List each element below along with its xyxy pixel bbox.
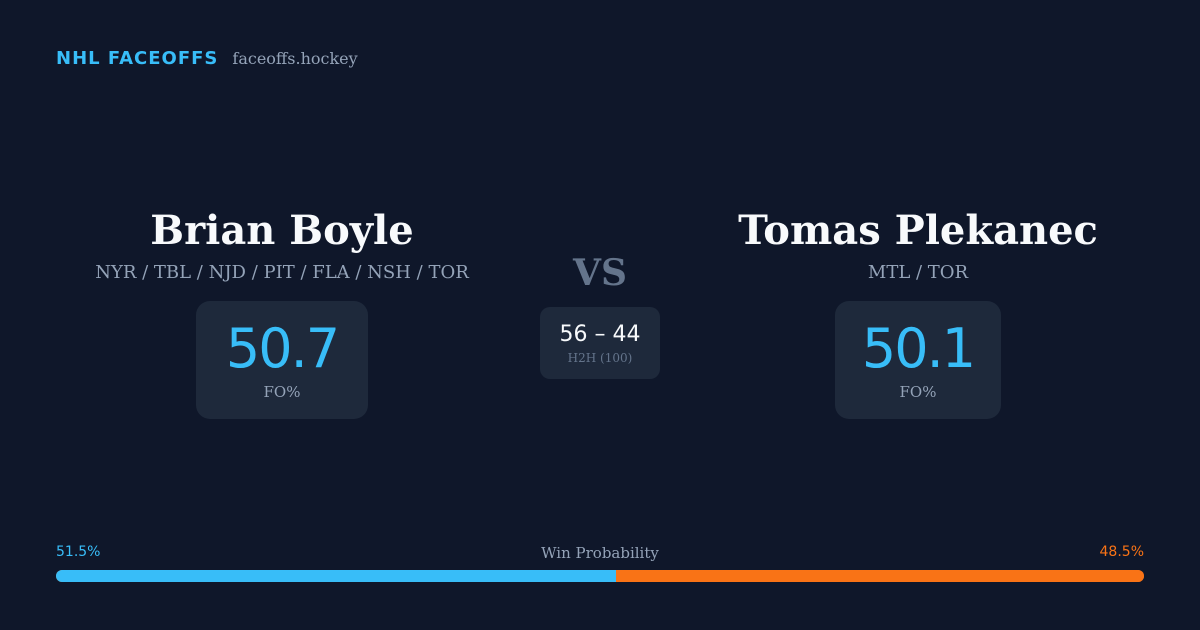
player-left-fo-value: 50.7 bbox=[225, 317, 340, 380]
h2h-label: H2H (100) bbox=[567, 350, 633, 365]
player-right-name: Tomas Plekanec bbox=[738, 207, 1098, 254]
player-right-fo-value: 50.1 bbox=[861, 317, 976, 380]
h2h-card: 56 – 44 H2H (100) bbox=[540, 307, 660, 379]
win-probability-bar bbox=[56, 570, 1144, 582]
versus-label: VS bbox=[573, 252, 627, 294]
h2h-score: 56 – 44 bbox=[559, 321, 641, 347]
player-left-fo-card: 50.7 FO% bbox=[196, 301, 368, 419]
brand-domain: faceoffs.hockey bbox=[232, 49, 358, 68]
player-right-fo-card: 50.1 FO% bbox=[835, 301, 1001, 419]
player-left-fo-label: FO% bbox=[263, 383, 301, 401]
brand-header: NHL FACEOFFS faceoffs.hockey bbox=[56, 48, 358, 69]
player-left-panel: Brian Boyle NYR / TBL / NJD / PIT / FLA … bbox=[62, 206, 502, 419]
win-probability-title: Win Probability bbox=[541, 544, 659, 562]
brand-name: NHL FACEOFFS bbox=[56, 48, 219, 69]
win-probability-bar-right bbox=[616, 570, 1144, 582]
player-right-fo-label: FO% bbox=[899, 383, 937, 401]
win-probability-right-value: 48.5% bbox=[1099, 544, 1144, 560]
player-left-name: Brian Boyle bbox=[150, 207, 414, 254]
player-right-panel: Tomas Plekanec MTL / TOR 50.1 FO% bbox=[698, 206, 1138, 419]
player-right-teams: MTL / TOR bbox=[867, 262, 969, 283]
win-probability-labels: 51.5% Win Probability 48.5% bbox=[56, 544, 1144, 562]
win-probability-left-value: 51.5% bbox=[56, 544, 101, 560]
win-probability-bar-left bbox=[56, 570, 617, 582]
player-left-teams: NYR / TBL / NJD / PIT / FLA / NSH / TOR bbox=[95, 262, 469, 283]
